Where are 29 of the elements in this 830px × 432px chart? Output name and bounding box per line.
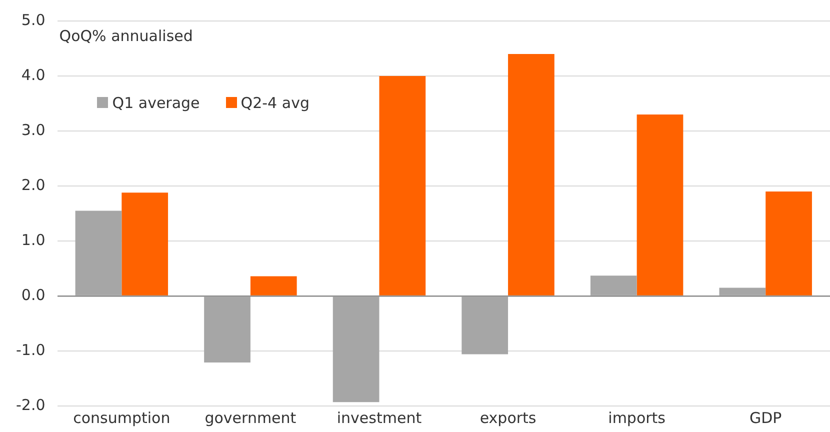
bar <box>75 210 122 296</box>
y-axis-title: QoQ% annualised <box>59 27 193 45</box>
legend-label: Q2-4 avg <box>240 94 310 112</box>
y-tick-label: -2.0 <box>16 396 46 414</box>
bar <box>719 288 766 296</box>
bar <box>332 296 380 402</box>
x-tick-label: investment <box>336 408 422 427</box>
legend-label: Q1 average <box>112 94 200 112</box>
bar <box>204 296 250 363</box>
bar <box>379 76 426 296</box>
x-tick-label: government <box>204 408 296 427</box>
y-tick-label: 2.0 <box>21 176 46 194</box>
bar <box>250 276 297 296</box>
bar <box>508 54 554 296</box>
bar <box>636 114 684 296</box>
y-tick-label: -1.0 <box>16 340 46 359</box>
y-tick-label: 0.0 <box>21 286 46 304</box>
x-tick-label: exports <box>480 408 536 427</box>
x-tick-label: imports <box>608 408 666 427</box>
bar <box>590 276 637 296</box>
y-tick-label: 5.0 <box>21 10 46 29</box>
x-tick-label: GDP <box>749 408 782 427</box>
bar <box>766 192 812 296</box>
y-tick-label: 1.0 <box>21 230 46 249</box>
x-tick-label: consumption <box>73 408 170 427</box>
y-tick-label: 4.0 <box>21 66 46 84</box>
y-tick-label: 3.0 <box>21 120 46 139</box>
bar <box>122 192 168 296</box>
bar <box>462 296 508 354</box>
